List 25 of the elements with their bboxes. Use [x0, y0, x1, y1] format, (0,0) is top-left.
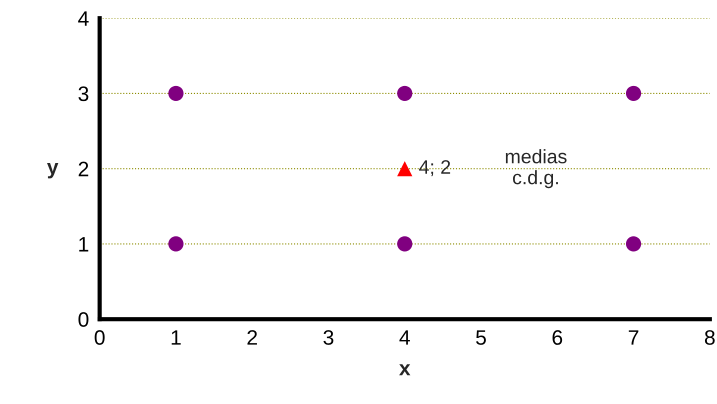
x-axis-title: x — [399, 364, 410, 376]
x-tick-label: 0 — [94, 330, 105, 345]
point — [168, 86, 184, 102]
x-tick-label: 3 — [323, 330, 334, 345]
point — [626, 86, 642, 102]
y-axis-title: y — [47, 163, 58, 178]
point — [397, 236, 412, 252]
x-tick-label: 8 — [704, 330, 715, 345]
annotation: medias c.d.g. — [506, 149, 567, 188]
y-tick-label: 1 — [79, 237, 88, 252]
x-tick-label: 1 — [172, 330, 181, 345]
x-tick-label: 5 — [476, 330, 486, 345]
data-label: 4; 2 — [419, 160, 450, 176]
x-tick-label: 7 — [628, 330, 638, 345]
point — [397, 161, 412, 176]
x-tick-label: 6 — [552, 330, 562, 345]
x-tick-label: 4 — [399, 330, 410, 345]
y-tick-label: 4 — [78, 11, 89, 26]
x-tick-label: 2 — [247, 330, 257, 345]
y-tick-label: 0 — [78, 312, 88, 327]
point — [626, 236, 642, 252]
y-tick-label: 3 — [78, 86, 88, 102]
point — [397, 86, 412, 102]
y-tick-label: 2 — [78, 162, 88, 176]
point — [168, 236, 184, 252]
